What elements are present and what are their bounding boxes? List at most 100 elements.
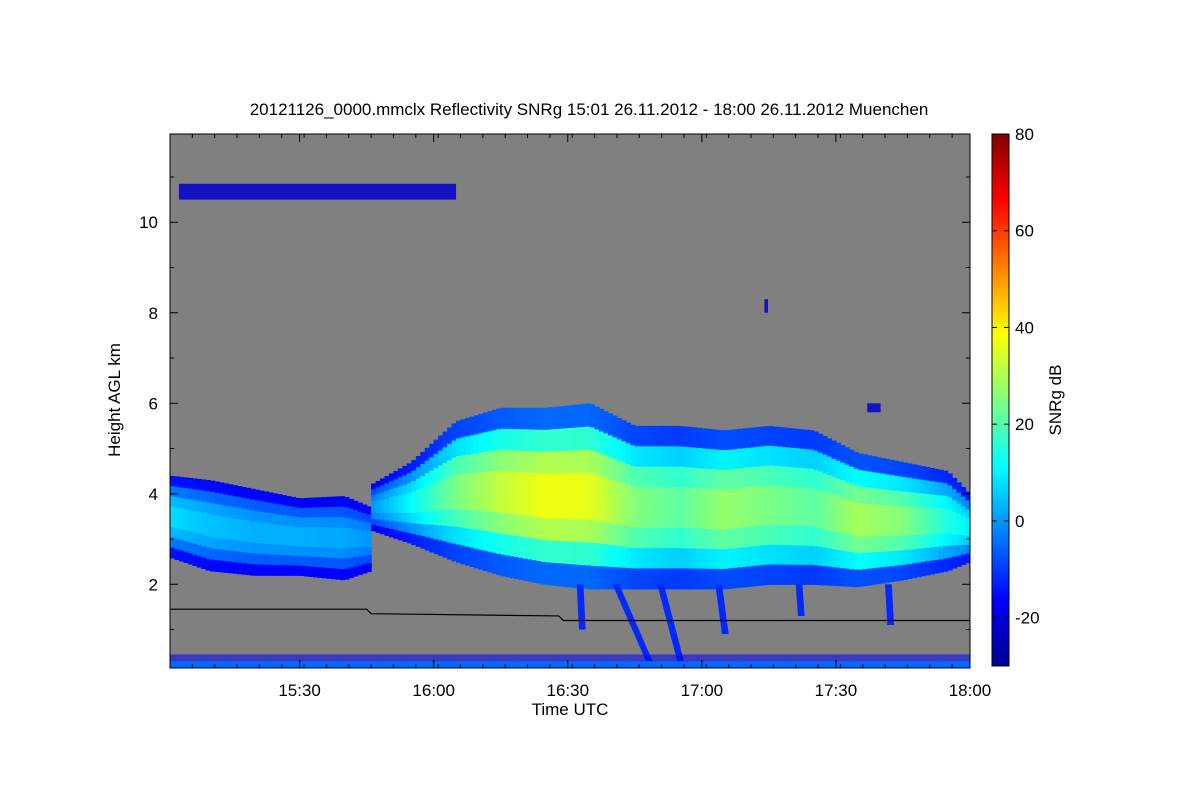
cloud-cell [683,507,690,529]
cloud-cell [746,427,752,449]
cloud-cell [245,498,252,511]
cloud-cell [317,527,323,538]
cloud-cell [406,513,412,524]
cloud-cell [567,541,573,565]
cloud-cell [889,459,895,476]
cloud-cell [867,520,873,537]
cloud-cell [916,507,922,522]
cloud-cell [563,563,569,587]
cloud-cell [178,487,185,499]
cloud-cell [540,407,547,431]
cloud-cell [406,463,412,474]
cloud-cell [290,506,296,518]
cloud-cell [277,524,283,536]
cloud-cell [952,545,958,558]
cloud-cell [728,508,734,530]
cloud-cell [751,566,757,587]
cloud-cell [938,482,944,496]
cloud-cell [567,496,573,520]
cloud-cell [496,429,502,451]
cloud-cell [648,527,654,549]
cloud-cell [362,538,368,548]
cloud-cell [697,488,703,509]
cloud-cell [241,563,247,575]
cloud-cell [585,542,591,567]
cloud-cell [223,483,229,496]
cloud-cell [818,528,824,548]
cloud-cell [245,487,252,500]
cloud-cell [853,519,859,537]
cloud-cell [518,536,524,559]
cloud-cell [938,546,944,560]
cloud-cell [228,495,234,507]
cloud-cell [241,552,247,564]
cloud-cell [415,512,421,525]
cloud-cell [442,510,448,527]
cloud-cell [683,426,690,448]
cloud-cell [451,423,457,442]
cloud-cell [447,460,453,478]
cloud-cell [768,445,774,467]
cloud-cell [876,504,882,521]
cloud-cell [800,468,806,489]
cloud-cell [241,486,247,499]
cloud-cell [809,565,815,585]
cloud-cell [840,480,846,499]
cloud-cell [357,529,363,540]
cloud-cell [192,554,198,567]
cloud-cell [223,561,229,573]
cloud-cell [683,487,690,509]
cloud-cell [947,533,953,547]
cloud-cell [219,549,225,562]
cloud-cell [540,473,547,497]
cloud-cell [272,534,278,546]
cloud-cell [290,555,296,567]
cloud-cell [482,530,488,552]
cloud-cell [415,534,421,547]
cloud-cell [777,427,783,448]
cloud-cell [692,528,698,550]
cloud-cell [536,495,542,518]
cloud-cell [675,466,681,488]
cloud-cell [634,527,640,549]
cloud-cell [348,508,354,520]
cloud-cell [259,501,265,513]
cloud-cell [424,537,430,551]
cloud-cell [304,566,310,577]
cloud-cell [657,446,663,468]
cloud-cell [438,525,444,541]
cloud-cell [384,475,390,484]
cloud-cell [733,567,739,589]
cloud-cell [406,532,412,544]
cloud-cell [576,564,582,589]
cloud-cell [603,477,609,501]
cloud-cell [621,420,627,442]
cloud-cell [894,565,900,582]
cloud-cell [536,561,542,584]
cloud-cell [925,520,931,535]
cloud-cell [701,568,707,590]
cloud-cell [764,465,770,487]
cloud-cell [742,467,748,489]
cloud-cell [366,530,372,540]
cloud-cell [581,542,587,566]
cloud-cell [335,548,341,559]
cloud-cell [728,429,734,451]
cloud-cell [286,555,292,566]
cloud-cell [581,565,587,589]
cloud-cell [952,500,958,513]
cloud-cell [170,496,176,508]
cloud-cell [295,497,301,509]
cloud-cell [625,505,631,528]
cloud-cell [210,503,216,516]
cloud-cell [424,473,430,487]
cloud-cell [800,487,806,508]
cloud-cell [393,513,399,523]
cloud-cell [724,449,730,471]
cloud-cell [643,425,649,447]
cloud-cell [809,487,815,508]
cloud-cell [581,449,587,474]
fall-streak [576,584,586,630]
cloud-cell [196,511,202,524]
cloud-cell [733,449,739,470]
